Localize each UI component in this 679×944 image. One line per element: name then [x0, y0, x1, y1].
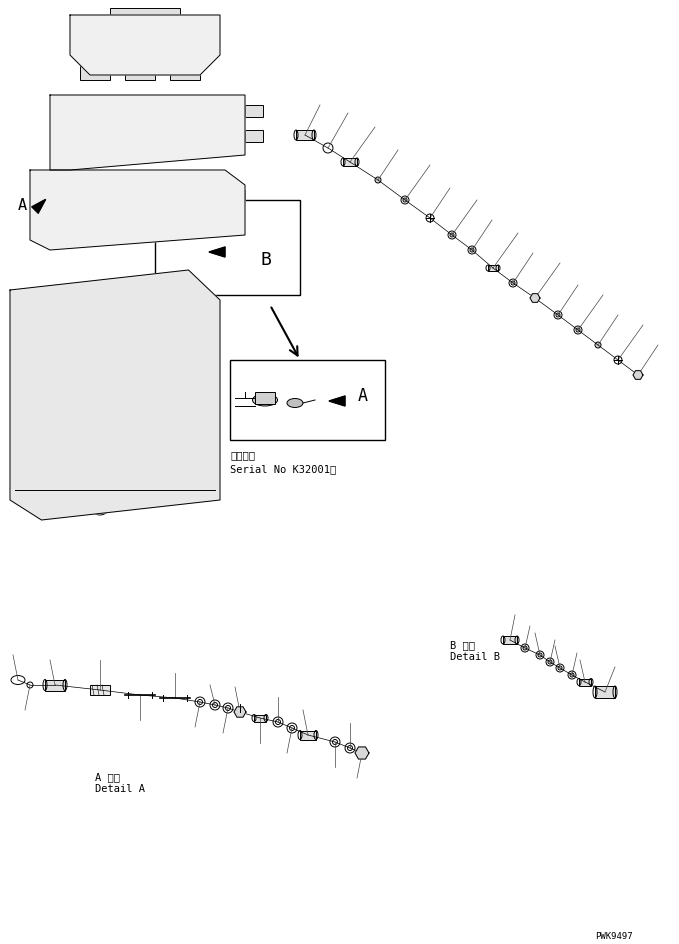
Bar [80, 65, 110, 80]
Bar [230, 360, 385, 440]
Bar [343, 158, 357, 166]
Ellipse shape [253, 394, 278, 406]
Polygon shape [32, 199, 45, 213]
Bar [245, 105, 263, 117]
Bar [45, 680, 65, 691]
Bar [155, 200, 300, 295]
Text: A 詳細: A 詳細 [95, 772, 120, 782]
Text: B 詳細: B 詳細 [450, 640, 475, 650]
Polygon shape [355, 747, 369, 759]
Text: A: A [18, 198, 27, 213]
Text: PWK9497: PWK9497 [595, 932, 633, 941]
Polygon shape [530, 294, 540, 302]
Polygon shape [234, 707, 246, 717]
Ellipse shape [287, 398, 303, 408]
Circle shape [595, 342, 601, 348]
Text: B: B [260, 251, 271, 269]
Bar [245, 130, 263, 142]
Bar [125, 65, 155, 80]
Polygon shape [10, 270, 220, 520]
Text: Detail A: Detail A [95, 784, 145, 794]
Polygon shape [30, 170, 245, 250]
Bar [170, 65, 200, 80]
Polygon shape [209, 247, 225, 257]
Bar [110, 8, 180, 18]
Polygon shape [50, 95, 245, 170]
Polygon shape [70, 15, 220, 75]
Bar [210, 190, 240, 200]
Bar [300, 731, 316, 740]
Polygon shape [633, 371, 643, 379]
Bar [488, 265, 498, 271]
Bar [255, 392, 275, 404]
Text: Serial No K32001～: Serial No K32001～ [230, 464, 336, 474]
Text: A: A [358, 387, 368, 405]
Bar [579, 679, 591, 686]
Text: 適用号機: 適用号機 [230, 450, 255, 460]
Bar [90, 685, 110, 695]
Bar [230, 190, 245, 200]
Bar [296, 130, 314, 140]
Bar [595, 686, 615, 698]
Text: Detail B: Detail B [450, 652, 500, 662]
Bar [254, 715, 266, 722]
Bar [503, 636, 517, 644]
Polygon shape [329, 396, 345, 406]
Circle shape [375, 177, 381, 183]
